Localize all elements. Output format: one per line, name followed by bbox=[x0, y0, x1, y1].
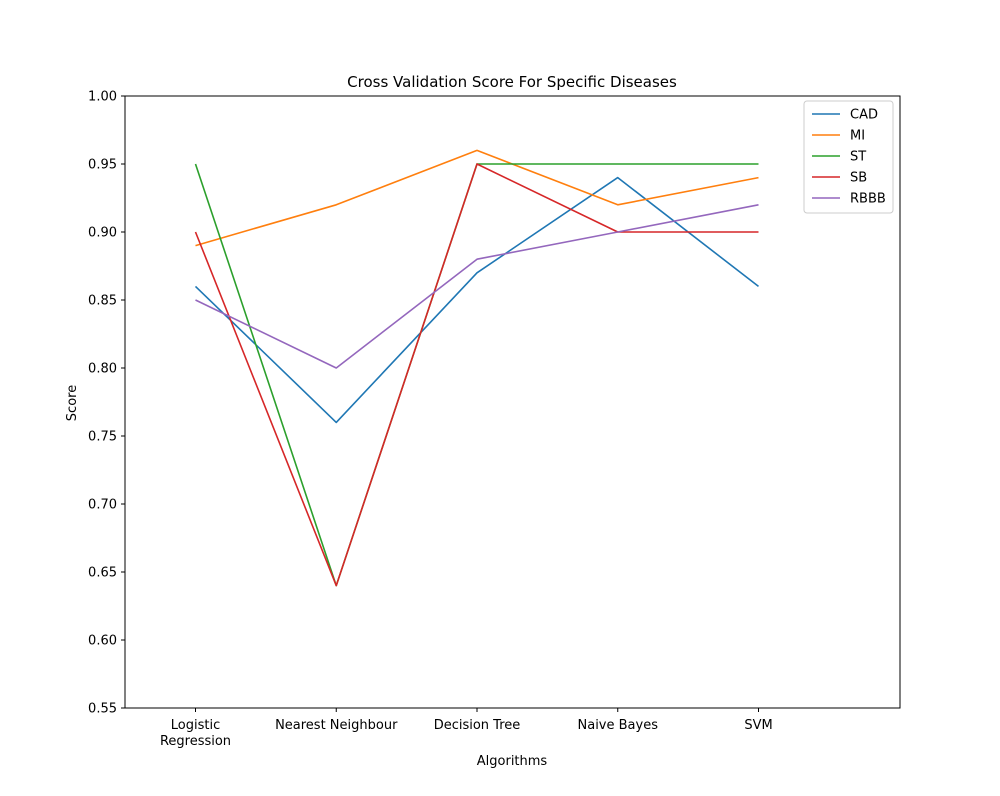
y-tick-label: 0.75 bbox=[88, 430, 117, 445]
x-axis-label: Algorithms bbox=[477, 754, 548, 769]
y-tick-label: 0.80 bbox=[88, 362, 117, 377]
legend-label-mi: MI bbox=[850, 129, 865, 144]
x-tick-label: Nearest Neighbour bbox=[275, 718, 398, 733]
plot-area bbox=[124, 95, 901, 709]
x-tick-label: Decision Tree bbox=[434, 718, 521, 733]
y-tick-label: 0.90 bbox=[88, 226, 117, 241]
y-axis-label: Score bbox=[65, 385, 80, 421]
y-tick-label: 1.00 bbox=[88, 90, 117, 105]
chart-title: Cross Validation Score For Specific Dise… bbox=[347, 73, 677, 91]
legend-box bbox=[803, 100, 894, 214]
legend-label-sb: SB bbox=[850, 171, 867, 186]
legend-label-st: ST bbox=[850, 150, 866, 165]
x-tick-label: SVM bbox=[744, 718, 772, 733]
y-tick-label: 0.70 bbox=[88, 498, 117, 513]
y-tick-label: 0.60 bbox=[88, 634, 117, 649]
y-tick-label: 0.85 bbox=[88, 294, 117, 309]
y-tick-label: 0.55 bbox=[88, 702, 117, 717]
x-tick-label: Naive Bayes bbox=[578, 718, 659, 733]
y-tick-label: 0.95 bbox=[88, 158, 117, 173]
legend-label-rbbb: RBBB bbox=[850, 192, 886, 207]
y-axis: 0.55 0.60 0.65 0.70 0.75 0.80 0.85 0.90 0.95 1.00 bbox=[88, 90, 125, 717]
x-tick-label: Logistic bbox=[171, 718, 220, 733]
legend: CAD MI ST SB RBBB bbox=[803, 100, 894, 214]
y-tick-label: 0.65 bbox=[88, 566, 117, 581]
axes-frame bbox=[124, 95, 901, 709]
legend-label-cad: CAD bbox=[850, 108, 878, 123]
x-tick-label: Regression bbox=[160, 734, 231, 749]
